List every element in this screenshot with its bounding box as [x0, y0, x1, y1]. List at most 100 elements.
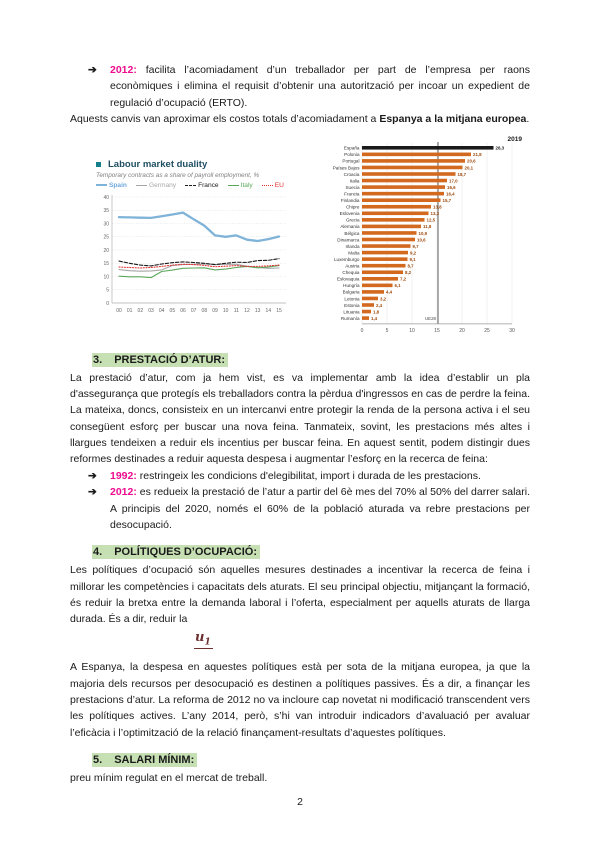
bar-category-label: Polonia — [344, 152, 360, 157]
bar-value-label: 13,8 — [433, 204, 442, 209]
y-tick-label: 0 — [106, 300, 109, 306]
transition-bold: Espanya a la mitjana europea — [379, 113, 527, 126]
bullet-body: facilita l’acomiadament d’un treballador… — [110, 64, 530, 109]
x-tick-label: 11 — [234, 308, 239, 314]
bar-category-label: Croacia — [344, 171, 360, 176]
bar-grecia — [362, 217, 425, 222]
bar-lituania — [362, 309, 371, 313]
bar-category-label: Chipre — [346, 204, 360, 209]
bullet-2012-prestacio-text: 2012: es redueix la prestació de l’atur … — [110, 484, 530, 533]
section-4-paragraph: Les polítiques d’ocupació són aquelles m… — [70, 564, 530, 626]
bar-value-label: 15,7 — [443, 198, 452, 203]
x-tick-label: 10 — [409, 327, 415, 333]
transition-paragraph: Aquests canvis van aproximar els costos … — [70, 111, 530, 127]
x-tick-label: 04 — [159, 308, 165, 314]
section-3-heading: 3. PRESTACIÓ D’ATUR: — [92, 352, 530, 367]
year-label: 2012: — [110, 486, 137, 499]
reference-line-label: UE28 — [425, 315, 437, 320]
bar-value-label: 21,8 — [473, 152, 482, 157]
bar-category-label: Italia — [350, 178, 360, 183]
section-5-heading: 5. SALARI MÍNIM: — [92, 753, 530, 768]
bar-category-label: Suecia — [345, 184, 359, 189]
bar-value-label: 3,2 — [380, 296, 387, 301]
series-line-italy — [118, 264, 280, 278]
bar-category-label: Austria — [345, 263, 360, 268]
bar-value-label: 1,8 — [373, 309, 380, 314]
bullet-1992: ➔ 1992: restringeix les condicions d'ele… — [88, 468, 530, 484]
bar-españa — [362, 145, 494, 150]
bar-category-label: Portugal — [342, 158, 359, 163]
transition-post: . — [526, 113, 530, 126]
y-tick-label: 30 — [103, 221, 109, 227]
bar-austria — [362, 263, 406, 267]
formula-symbol: u — [195, 629, 205, 645]
bar-eslovaquia — [362, 276, 398, 281]
bar-value-label: 16,4 — [446, 191, 455, 196]
y-tick-label: 20 — [103, 247, 109, 253]
y-tick-label: 40 — [103, 194, 109, 200]
bar-category-label: Luxemburgo — [334, 256, 360, 261]
bar-category-label: Finlandia — [341, 198, 360, 203]
bullet-2012-prestacio: ➔ 2012: es redueix la prestació de l’atu… — [88, 484, 530, 533]
bar-category-label: Bulgaria — [343, 289, 360, 294]
bar-value-label: 10,6 — [417, 237, 426, 242]
bar-category-label: Malta — [348, 250, 360, 255]
section-5-paragraph: preu mínim regulat en el mercat de treba… — [70, 772, 268, 785]
bar-value-label: 2,4 — [376, 302, 383, 307]
section-number: 3. — [93, 353, 103, 366]
y-tick-label: 35 — [103, 208, 109, 214]
bullet-2012-top: ➔ 2012: facilita l’acomiadament d’un tre… — [88, 62, 530, 111]
bar-polonia — [362, 152, 471, 156]
section-3-paragraph: La prestació d’atur, com ja hem vist, es… — [70, 371, 530, 466]
bar-value-label: 7,2 — [400, 276, 407, 281]
x-tick-label: 15 — [276, 308, 282, 314]
line-chart-title: Labour market duality — [108, 158, 208, 170]
bar-italia — [362, 178, 447, 182]
bar-chart: 2019 0 5 10 15 20 25 30 UE28 España 26,3 Polonia 21,… — [318, 133, 524, 341]
section-title: PRESTACIÓ D’ATUR: — [114, 353, 225, 366]
series-line-spain — [117, 210, 281, 242]
legend-label: France — [198, 181, 219, 189]
bar-value-label: 11,8 — [423, 224, 432, 229]
series-line-france — [118, 257, 280, 266]
transition-pre: Aquests canvis van aproximar els costos … — [70, 113, 380, 126]
line-chart-subtitle: Temporary contracts as a share of payrol… — [96, 171, 260, 179]
section-title: SALARI MÍNIM: — [114, 754, 195, 767]
legend-label: Italy — [240, 181, 253, 189]
section-title: POLÍTIQUES D’OCUPACIÓ: — [114, 546, 257, 559]
bar-value-label: 20,1 — [465, 165, 474, 170]
bar-value-label: 9,7 — [413, 243, 420, 248]
bullet-square-icon — [96, 161, 101, 167]
bar-francia — [362, 191, 444, 195]
bar-malta — [362, 250, 408, 254]
x-tick-label: 13 — [255, 308, 261, 314]
x-tick-label: 20 — [459, 327, 465, 333]
formula-subscript: 1 — [204, 637, 211, 648]
bullet-1992-text: 1992: restringeix les condicions d'elegi… — [110, 468, 530, 484]
bar-rumanía — [362, 315, 369, 320]
legend-label: Spain — [109, 181, 127, 189]
legend-item-italy: Italy — [227, 181, 253, 189]
bar-países-bajos — [362, 165, 463, 169]
arrow-icon: ➔ — [88, 64, 97, 76]
bar-estonia — [362, 302, 374, 307]
bar-category-label: Dinamarca — [337, 237, 360, 242]
x-tick-label: 07 — [191, 308, 197, 314]
bar-category-label: Eslovenia — [340, 211, 360, 216]
legend-label: EU — [274, 181, 284, 189]
charts-row: Labour market duality Temporary contract… — [70, 133, 530, 341]
legend-label: Germany — [148, 181, 177, 189]
x-tick-label: 12 — [244, 308, 250, 314]
section-4-heading: 4. POLÍTIQUES D’OCUPACIÓ: — [92, 545, 530, 560]
page-number: 2 — [297, 796, 303, 808]
bar-value-label: 8,2 — [405, 270, 412, 275]
france-line-swatch-icon — [185, 184, 197, 186]
x-tick-label: 06 — [180, 308, 186, 314]
bar-bélgica — [362, 230, 417, 235]
bar-value-label: 20,6 — [467, 158, 476, 163]
x-tick-label: 15 — [434, 327, 440, 333]
x-tick-label: 01 — [127, 308, 133, 314]
bar-category-label: Letonia — [344, 296, 360, 301]
bar-luxemburgo — [362, 256, 408, 261]
